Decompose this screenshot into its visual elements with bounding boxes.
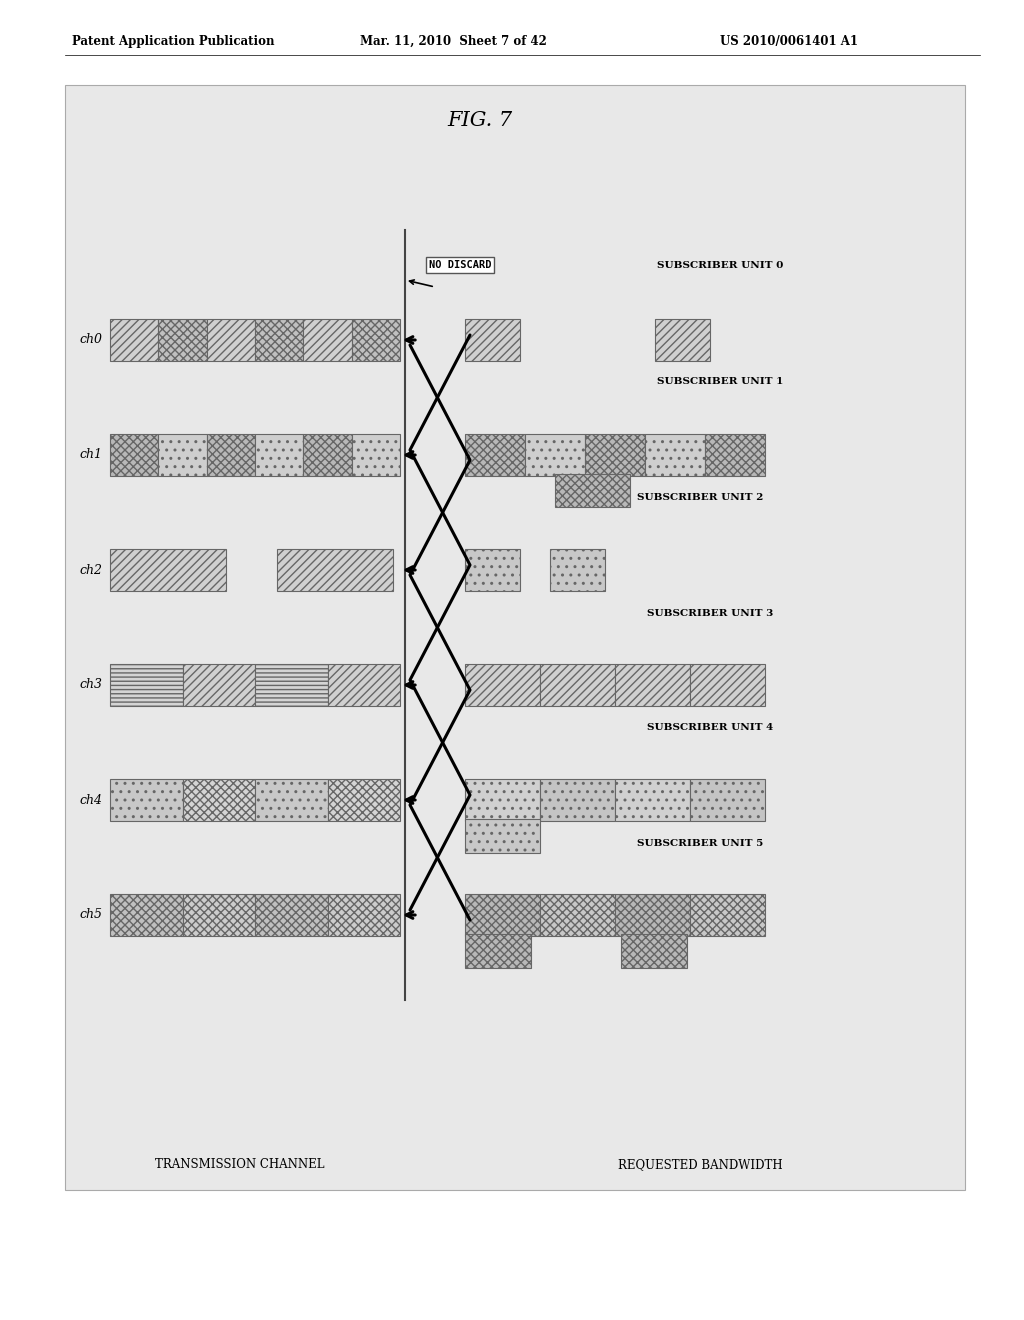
Bar [615, 894, 690, 936]
Bar [705, 434, 765, 477]
Text: SUBSCRIBER UNIT 5: SUBSCRIBER UNIT 5 [637, 838, 763, 847]
Text: REQUESTED BANDWIDTH: REQUESTED BANDWIDTH [617, 1159, 782, 1172]
Bar [207, 319, 255, 360]
Text: ch5: ch5 [79, 908, 102, 921]
Bar [255, 434, 303, 477]
Bar [328, 894, 400, 936]
Bar [615, 779, 690, 821]
Bar [328, 664, 400, 706]
Text: SUBSCRIBER UNIT 1: SUBSCRIBER UNIT 1 [656, 378, 783, 387]
Bar [110, 894, 182, 936]
Bar [110, 664, 182, 706]
Bar [465, 935, 531, 968]
Bar [465, 818, 540, 853]
Bar [303, 434, 351, 477]
Text: SUBSCRIBER UNIT 3: SUBSCRIBER UNIT 3 [647, 609, 773, 618]
Bar [110, 319, 159, 360]
Bar [465, 549, 520, 591]
Bar [328, 779, 400, 821]
Bar [255, 319, 303, 360]
Text: ch1: ch1 [79, 449, 102, 462]
Bar [525, 434, 585, 477]
Text: SUBSCRIBER UNIT 4: SUBSCRIBER UNIT 4 [647, 723, 773, 733]
Text: US 2010/0061401 A1: US 2010/0061401 A1 [720, 36, 858, 48]
FancyBboxPatch shape [65, 84, 965, 1191]
Bar [690, 894, 765, 936]
Bar [159, 319, 207, 360]
Text: Patent Application Publication: Patent Application Publication [72, 36, 274, 48]
Bar [182, 779, 255, 821]
Bar [540, 779, 615, 821]
Text: Mar. 11, 2010  Sheet 7 of 42: Mar. 11, 2010 Sheet 7 of 42 [360, 36, 547, 48]
Bar [465, 894, 540, 936]
Bar [182, 894, 255, 936]
Bar [110, 779, 182, 821]
Bar [655, 319, 710, 360]
Text: ch3: ch3 [79, 678, 102, 692]
Bar [255, 779, 328, 821]
Bar [550, 549, 605, 591]
Bar [615, 664, 690, 706]
Bar [351, 319, 400, 360]
Bar [159, 434, 207, 477]
Bar [182, 664, 255, 706]
Bar [465, 779, 540, 821]
Bar [540, 894, 615, 936]
Text: ch4: ch4 [79, 793, 102, 807]
Bar [645, 434, 705, 477]
Bar [690, 779, 765, 821]
Text: FIG. 7: FIG. 7 [447, 111, 513, 129]
Bar [255, 894, 328, 936]
Bar [303, 319, 351, 360]
Text: ch0: ch0 [79, 334, 102, 346]
Bar [207, 434, 255, 477]
Text: ch2: ch2 [79, 564, 102, 577]
Bar [465, 664, 540, 706]
Bar [585, 434, 645, 477]
Bar [465, 319, 520, 360]
Bar [621, 935, 687, 968]
Bar [110, 434, 159, 477]
Text: TRANSMISSION CHANNEL: TRANSMISSION CHANNEL [156, 1159, 325, 1172]
Bar [690, 664, 765, 706]
Bar [276, 549, 393, 591]
Bar [255, 664, 328, 706]
Bar [555, 474, 630, 507]
Bar [465, 434, 525, 477]
Bar [351, 434, 400, 477]
Bar [540, 664, 615, 706]
Text: SUBSCRIBER UNIT 2: SUBSCRIBER UNIT 2 [637, 494, 763, 503]
Text: NO DISCARD: NO DISCARD [429, 260, 492, 271]
Text: SUBSCRIBER UNIT 0: SUBSCRIBER UNIT 0 [656, 260, 783, 269]
Bar [110, 549, 226, 591]
